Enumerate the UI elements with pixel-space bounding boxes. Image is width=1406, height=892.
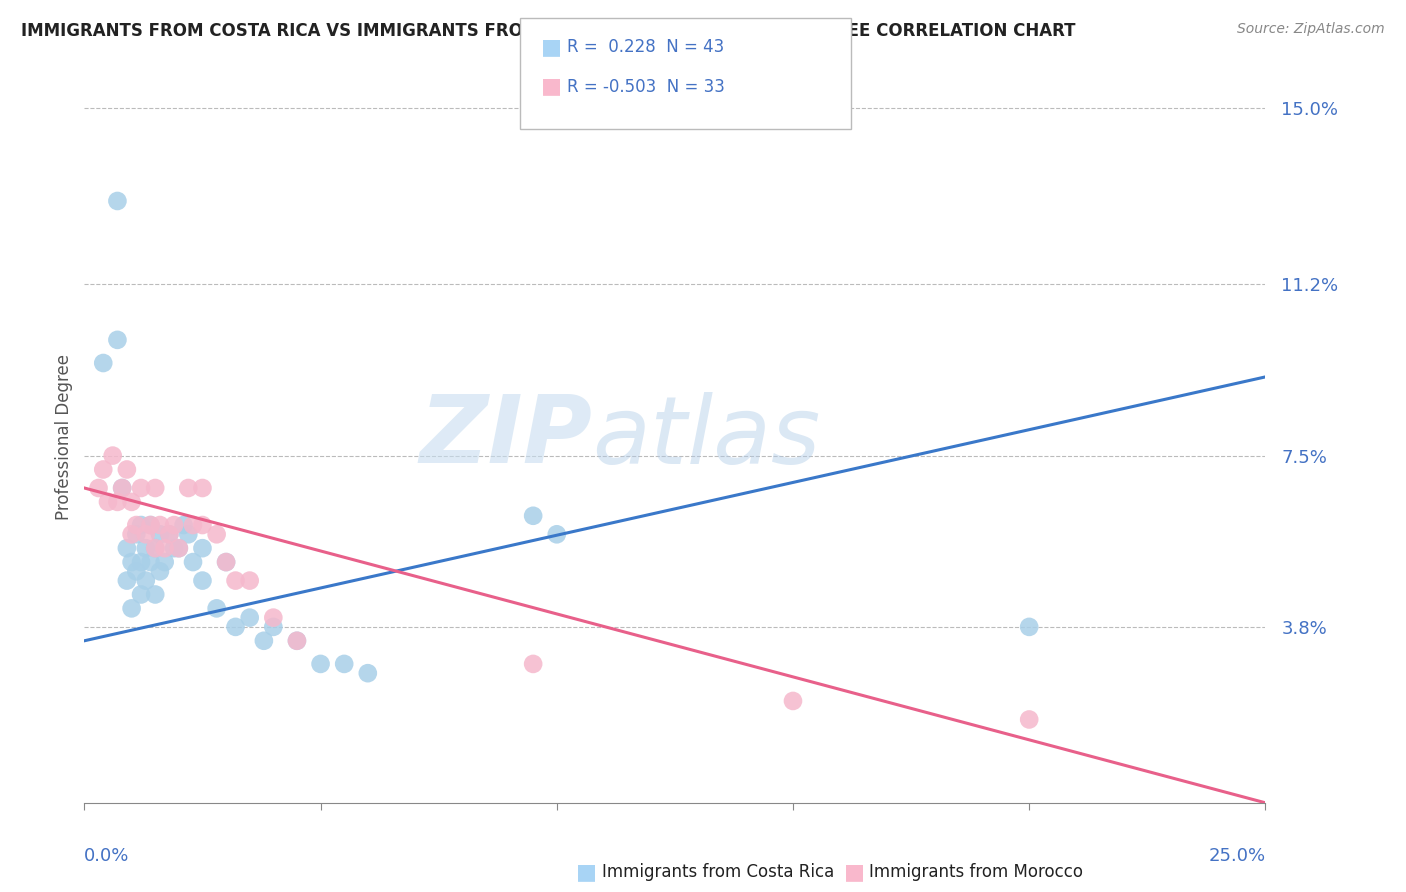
Text: ZIP: ZIP (419, 391, 592, 483)
Point (135, 574, 157, 588)
Point (177, 527, 200, 541)
Point (91, 462, 114, 476)
Point (285, 633, 308, 648)
Point (239, 574, 262, 588)
Text: 25.0%: 25.0% (1208, 847, 1265, 864)
Point (782, 694, 804, 708)
Point (205, 527, 228, 541)
Point (205, 601, 228, 615)
Point (107, 194, 129, 208)
Point (309, 657, 332, 671)
Point (143, 481, 166, 495)
Point (167, 541, 190, 556)
Text: ■: ■ (844, 863, 865, 882)
Point (121, 495, 143, 509)
Text: R =  0.228  N = 43: R = 0.228 N = 43 (567, 38, 724, 56)
Point (163, 518, 186, 533)
Point (129, 555, 152, 569)
Text: atlas: atlas (592, 392, 821, 483)
Point (357, 666, 380, 681)
Point (143, 541, 166, 556)
Point (1018, 713, 1040, 727)
Point (181, 518, 204, 533)
Point (239, 610, 262, 624)
Point (143, 541, 166, 556)
Point (129, 481, 152, 495)
Point (121, 527, 143, 541)
Point (191, 541, 214, 556)
Point (546, 527, 568, 541)
Point (191, 481, 214, 495)
Text: ■: ■ (541, 37, 562, 57)
Point (91, 356, 114, 370)
Point (139, 518, 162, 533)
Point (262, 610, 284, 624)
Point (149, 518, 172, 533)
Point (285, 633, 308, 648)
Point (157, 527, 180, 541)
Point (522, 508, 544, 523)
Point (121, 555, 143, 569)
Point (111, 481, 134, 495)
Point (111, 481, 134, 495)
Point (191, 518, 214, 533)
Point (225, 620, 247, 634)
Point (125, 565, 148, 579)
Point (225, 574, 247, 588)
Y-axis label: Professional Degree: Professional Degree (55, 354, 73, 520)
Point (153, 541, 176, 556)
Point (129, 518, 152, 533)
Point (163, 541, 186, 556)
Point (97, 495, 120, 509)
Point (135, 527, 157, 541)
Point (107, 495, 129, 509)
Point (149, 565, 172, 579)
Point (125, 518, 148, 533)
Point (121, 601, 143, 615)
Point (115, 462, 138, 476)
Point (107, 333, 129, 347)
Point (191, 574, 214, 588)
Text: IMMIGRANTS FROM COSTA RICA VS IMMIGRANTS FROM MOROCCO PROFESSIONAL DEGREE CORREL: IMMIGRANTS FROM COSTA RICA VS IMMIGRANTS… (21, 22, 1076, 40)
Point (115, 541, 138, 556)
Point (115, 574, 138, 588)
Point (135, 541, 157, 556)
Point (125, 527, 148, 541)
Point (173, 518, 195, 533)
Point (215, 555, 238, 569)
Point (215, 555, 238, 569)
Point (101, 449, 124, 463)
Point (139, 518, 162, 533)
Point (333, 657, 356, 671)
Text: 0.0%: 0.0% (84, 847, 129, 864)
Point (149, 527, 172, 541)
Point (143, 587, 166, 601)
Point (139, 555, 162, 569)
Point (153, 555, 176, 569)
Point (167, 541, 190, 556)
Text: Source: ZipAtlas.com: Source: ZipAtlas.com (1237, 22, 1385, 37)
Text: ■: ■ (541, 77, 562, 96)
Point (157, 527, 180, 541)
Text: ■: ■ (576, 863, 598, 882)
Point (522, 657, 544, 671)
Point (177, 481, 200, 495)
Point (129, 587, 152, 601)
Point (262, 620, 284, 634)
Text: R = -0.503  N = 33: R = -0.503 N = 33 (567, 78, 724, 95)
Point (253, 633, 276, 648)
Point (87, 481, 110, 495)
Text: Immigrants from Costa Rica: Immigrants from Costa Rica (602, 863, 834, 881)
Point (1018, 620, 1040, 634)
Point (181, 555, 204, 569)
Text: Immigrants from Morocco: Immigrants from Morocco (869, 863, 1083, 881)
